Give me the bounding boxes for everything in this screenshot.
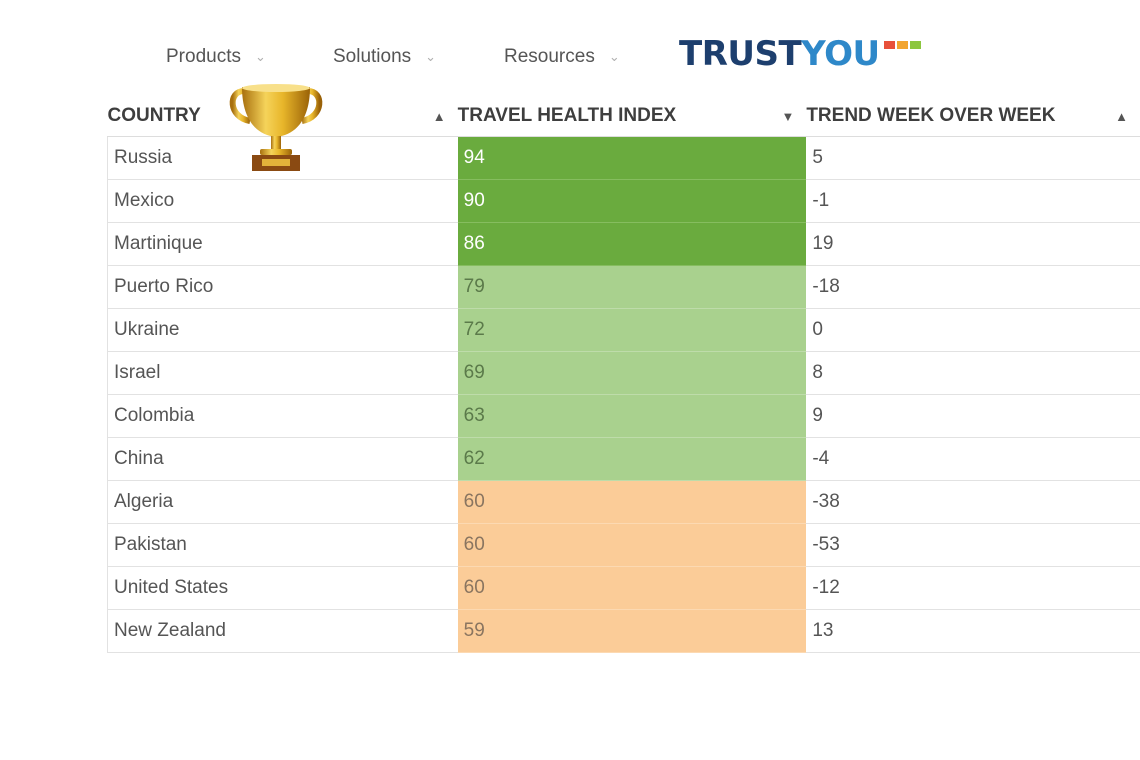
sort-icon[interactable]: ▲︎ bbox=[432, 108, 446, 124]
column-header-trend[interactable]: TREND WEEK OVER WEEK ▲ bbox=[806, 96, 1140, 137]
trophy-icon bbox=[229, 84, 323, 171]
column-header-country-label: COUNTRY bbox=[107, 105, 201, 126]
country-cell: Martinique bbox=[106, 222, 458, 266]
trend-cell: 13 bbox=[806, 609, 1140, 653]
trend-cell: 8 bbox=[806, 351, 1140, 395]
column-header-trend-label: TREND WEEK OVER WEEK bbox=[806, 105, 1056, 126]
table-row: Israel 69 8 bbox=[106, 351, 1140, 395]
table-row: New Zealand 59 13 bbox=[106, 609, 1140, 653]
sort-icon[interactable]: ▲ bbox=[1115, 108, 1128, 124]
nav-solutions-label: Solutions bbox=[333, 46, 412, 67]
trustyou-logo[interactable]: TRUST YOU bbox=[679, 34, 923, 74]
chevron-down-icon: ⌄ bbox=[254, 49, 266, 64]
country-cell: China bbox=[106, 437, 458, 481]
table-body: Russia 94 5 Mexico 90 -1 Martinique 86 19 Puerto … bbox=[106, 136, 1140, 653]
logo-text-trust: TRUST bbox=[679, 34, 802, 74]
country-cell: Israel bbox=[106, 351, 458, 395]
table-row: United States 60 -12 bbox=[106, 566, 1140, 610]
travel-health-index-cell: 79 bbox=[457, 265, 807, 309]
country-cell: Colombia bbox=[106, 394, 458, 438]
table-row: Puerto Rico 79 -18 bbox=[106, 265, 1140, 309]
travel-health-index-cell: 59 bbox=[457, 609, 807, 653]
trend-cell: -4 bbox=[806, 437, 1140, 481]
travel-health-index-cell: 90 bbox=[457, 179, 807, 223]
trend-cell: 9 bbox=[806, 394, 1140, 438]
trend-cell: -53 bbox=[806, 523, 1140, 567]
nav-resources[interactable]: Resources ⌄ bbox=[504, 46, 620, 68]
trend-cell: 5 bbox=[806, 136, 1140, 180]
country-cell: Mexico bbox=[106, 179, 458, 223]
logo-bars-icon bbox=[883, 41, 923, 49]
country-cell: Algeria bbox=[106, 480, 458, 524]
trend-cell: -1 bbox=[806, 179, 1140, 223]
country-cell: Pakistan bbox=[106, 523, 458, 567]
trend-cell: -38 bbox=[806, 480, 1140, 524]
travel-health-index-cell: 60 bbox=[457, 523, 807, 567]
table-row: Pakistan 60 -53 bbox=[106, 523, 1140, 567]
trend-cell: 0 bbox=[806, 308, 1140, 352]
column-header-index[interactable]: TRAVEL HEALTH INDEX ▼ bbox=[457, 96, 807, 137]
table-row: Martinique 86 19 bbox=[106, 222, 1140, 266]
table-row: Russia 94 5 bbox=[106, 136, 1140, 180]
table-row: Ukraine 72 0 bbox=[106, 308, 1140, 352]
travel-health-index-cell: 60 bbox=[457, 566, 807, 610]
chevron-down-icon: ⌄ bbox=[608, 49, 620, 64]
travel-health-index-cell: 62 bbox=[457, 437, 807, 481]
travel-health-index-cell: 72 bbox=[457, 308, 807, 352]
travel-health-index-cell: 86 bbox=[457, 222, 807, 266]
country-cell: New Zealand bbox=[106, 609, 458, 653]
top-nav: Products ⌄ Solutions ⌄ Resources ⌄ bbox=[166, 46, 620, 68]
country-cell: Russia bbox=[106, 136, 458, 180]
country-cell: United States bbox=[106, 566, 458, 610]
country-cell: Puerto Rico bbox=[106, 265, 458, 309]
travel-health-index-cell: 94 bbox=[457, 136, 807, 180]
travel-health-table: COUNTRY ▲︎ TRAVEL HEALTH INDEX ▼ TREND W… bbox=[106, 96, 1140, 653]
travel-health-index-cell: 60 bbox=[457, 480, 807, 524]
nav-products-label: Products bbox=[166, 46, 241, 67]
trend-cell: -18 bbox=[806, 265, 1140, 309]
travel-health-index-cell: 63 bbox=[457, 394, 807, 438]
chevron-down-icon: ⌄ bbox=[425, 49, 437, 64]
nav-resources-label: Resources bbox=[504, 46, 595, 67]
travel-health-index-cell: 69 bbox=[457, 351, 807, 395]
trend-cell: 19 bbox=[806, 222, 1140, 266]
logo-text-you: YOU bbox=[801, 34, 880, 74]
table-row: China 62 -4 bbox=[106, 437, 1140, 481]
nav-products[interactable]: Products ⌄ bbox=[166, 46, 333, 68]
table-row: Mexico 90 -1 bbox=[106, 179, 1140, 223]
nav-solutions[interactable]: Solutions ⌄ bbox=[333, 46, 504, 68]
sort-desc-icon[interactable]: ▼ bbox=[781, 108, 795, 124]
table-row: Algeria 60 -38 bbox=[106, 480, 1140, 524]
table-row: Colombia 63 9 bbox=[106, 394, 1140, 438]
column-header-index-label: TRAVEL HEALTH INDEX bbox=[457, 105, 677, 126]
country-cell: Ukraine bbox=[106, 308, 458, 352]
trend-cell: -12 bbox=[806, 566, 1140, 610]
